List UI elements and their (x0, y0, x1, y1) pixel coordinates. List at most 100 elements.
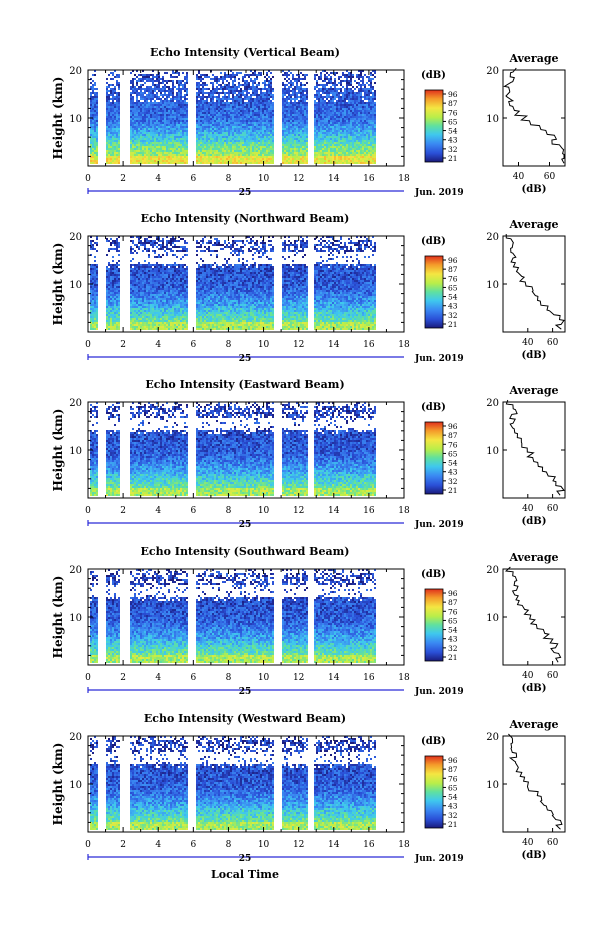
heatmap-cell (224, 96, 226, 98)
heatmap-cell (198, 150, 200, 152)
heatmap-cell (364, 112, 366, 114)
heatmap-cell (286, 148, 288, 150)
heatmap-cell (222, 148, 224, 150)
heatmap-cell (196, 142, 198, 144)
heatmap-cell (354, 92, 356, 94)
heatmap-cell (264, 106, 266, 108)
heatmap-cell (248, 102, 250, 104)
heatmap-cell (96, 94, 98, 96)
heatmap-cell (112, 88, 114, 90)
heatmap-cell (330, 100, 332, 102)
heatmap-cell (264, 160, 266, 162)
heatmap-cell (178, 72, 180, 74)
heatmap-cell (346, 104, 348, 106)
heatmap-cell (176, 118, 178, 120)
heatmap-cell (230, 130, 232, 132)
heatmap-cell (206, 120, 208, 122)
heatmap-cell (232, 98, 234, 100)
heatmap-cell (228, 160, 230, 162)
heatmap-cell (244, 86, 246, 88)
heatmap-cell (214, 78, 216, 80)
heatmap-cell (264, 148, 266, 150)
heatmap-cell (238, 130, 240, 132)
heatmap-cell (196, 102, 198, 104)
heatmap-cell (158, 80, 160, 82)
heatmap-cell (284, 130, 286, 132)
heatmap-cell (268, 118, 270, 120)
heatmap-cell (292, 90, 294, 92)
heatmap-cell (336, 110, 338, 112)
heatmap-cell (324, 156, 326, 158)
heatmap-cell (210, 108, 212, 110)
heatmap-cell (208, 116, 210, 118)
heatmap-cell (220, 122, 222, 124)
heatmap-cell (342, 106, 344, 108)
heatmap-cell (302, 118, 304, 120)
heatmap-cell (284, 150, 286, 152)
heatmap-cell (258, 110, 260, 112)
heatmap-cell (254, 114, 256, 116)
heatmap-cell (114, 142, 116, 144)
heatmap-cell (346, 140, 348, 142)
heatmap-cell (360, 128, 362, 130)
heatmap-cell (94, 94, 96, 96)
heatmap-cell (344, 152, 346, 154)
heatmap-cell (200, 130, 202, 132)
heatmap-cell (138, 122, 140, 124)
heatmap-cell (186, 98, 188, 100)
heatmap-cell (222, 78, 224, 80)
heatmap-cell (184, 118, 186, 120)
heatmap-cell (230, 86, 232, 88)
heatmap-cell (316, 94, 318, 96)
heatmap-cell (148, 136, 150, 138)
heatmap-cell (218, 158, 220, 160)
heatmap-cell (246, 154, 248, 156)
heatmap-cell (342, 124, 344, 126)
heatmap-cell (252, 128, 254, 130)
heatmap-cell (326, 154, 328, 156)
heatmap-cell (298, 90, 300, 92)
heatmap-cell (242, 144, 244, 146)
heatmap-cell (314, 144, 316, 146)
heatmap-cell (266, 84, 268, 86)
heatmap-cell (196, 100, 198, 102)
heatmap-cell (350, 120, 352, 122)
heatmap-cell (358, 148, 360, 150)
heatmap-cell (236, 102, 238, 104)
heatmap-cell (174, 128, 176, 130)
heatmap-cell (118, 122, 120, 124)
heatmap-cell (130, 128, 132, 130)
heatmap-cell (302, 98, 304, 100)
heatmap-cell (250, 114, 252, 116)
heatmap-cell (238, 150, 240, 152)
heatmap-cell (90, 114, 92, 116)
heatmap-cell (202, 154, 204, 156)
heatmap-cell (242, 108, 244, 110)
heatmap-cell (170, 112, 172, 114)
heatmap-cell (96, 110, 98, 112)
heatmap-cell (236, 106, 238, 108)
heatmap-cell (288, 106, 290, 108)
heatmap-cell (148, 80, 150, 82)
heatmap-cell (298, 88, 300, 90)
heatmap-cell (252, 98, 254, 100)
heatmap-cell (168, 94, 170, 96)
heatmap-cell (234, 114, 236, 116)
heatmap-cell (180, 154, 182, 156)
heatmap-cell (144, 134, 146, 136)
heatmap-cell (108, 142, 110, 144)
heatmap-cell (290, 152, 292, 154)
heatmap-cell (234, 120, 236, 122)
heatmap-cell (328, 96, 330, 98)
heatmap-cell (290, 132, 292, 134)
heatmap-cell (282, 94, 284, 96)
heatmap-cell (366, 126, 368, 128)
heatmap-cell (332, 114, 334, 116)
heatmap-cell (146, 108, 148, 110)
heatmap-cell (360, 118, 362, 120)
heatmap-cell (340, 148, 342, 150)
heatmap-cell (300, 78, 302, 80)
heatmap-cell (168, 146, 170, 148)
heatmap-cell (132, 148, 134, 150)
heatmap-cell (246, 156, 248, 158)
